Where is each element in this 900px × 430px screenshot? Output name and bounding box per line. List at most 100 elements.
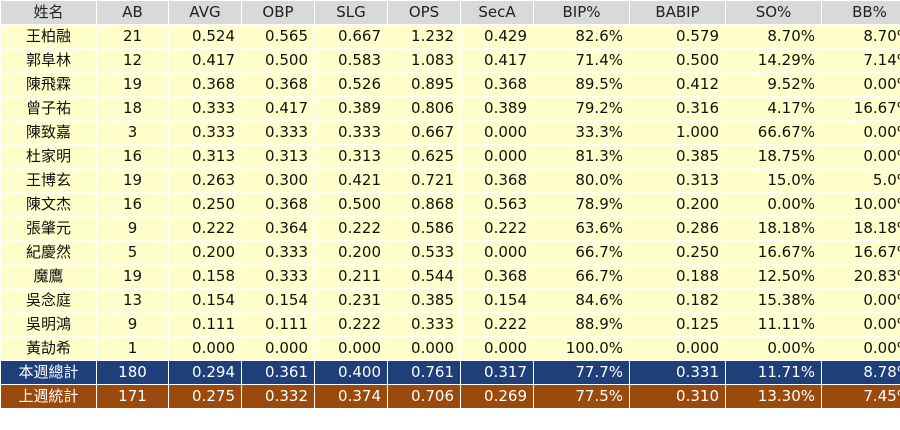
babip-cell: 0.200	[629, 192, 726, 217]
avg-cell: 0.333	[168, 96, 242, 121]
at-bats-cell: 9	[96, 312, 169, 337]
bip-pct-cell: 82.6%	[533, 24, 630, 49]
bb-pct-cell: 0.00%	[821, 72, 900, 97]
ops-cell: 0.333	[387, 312, 461, 337]
player-row: 陳文杰 16 0.250 0.368 0.500 0.868 0.563 78.9% 0.200…	[0, 192, 900, 217]
ops-cell: 0.667	[387, 120, 461, 145]
slg-cell: 0.231	[314, 288, 388, 313]
so-pct-cell: 66.67%	[725, 120, 822, 145]
ops-cell: 0.000	[387, 336, 461, 361]
at-bats-cell: 12	[96, 48, 169, 73]
player-row: 張肇元 9 0.222 0.364 0.222 0.586 0.222 63.6% 0.286 1…	[0, 216, 900, 241]
avg-cell: 0.333	[168, 120, 242, 145]
so-pct-cell: 13.30%	[725, 384, 822, 409]
header-ab: AB	[96, 0, 169, 25]
bip-pct-cell: 78.9%	[533, 192, 630, 217]
ops-cell: 0.706	[387, 384, 461, 409]
slg-cell: 0.374	[314, 384, 388, 409]
so-pct-cell: 18.18%	[725, 216, 822, 241]
player-row: 黃劼希 1 0.000 0.000 0.000 0.000 0.000 100.0% 0.000…	[0, 336, 900, 361]
bip-pct-cell: 88.9%	[533, 312, 630, 337]
babip-cell: 0.125	[629, 312, 726, 337]
babip-cell: 1.000	[629, 120, 726, 145]
at-bats-cell: 5	[96, 240, 169, 265]
seca-cell: 0.429	[460, 24, 534, 49]
obp-cell: 0.333	[241, 120, 315, 145]
player-row: 魔鷹 19 0.158 0.333 0.211 0.544 0.368 66.7% 0.188 1…	[0, 264, 900, 289]
avg-cell: 0.222	[168, 216, 242, 241]
slg-cell: 0.667	[314, 24, 388, 49]
total-label: 本週總計	[0, 360, 97, 385]
player-row: 郭阜林 12 0.417 0.500 0.583 1.083 0.417 71.4% 0.500…	[0, 48, 900, 73]
ops-cell: 0.586	[387, 216, 461, 241]
so-pct-cell: 12.50%	[725, 264, 822, 289]
slg-cell: 0.526	[314, 72, 388, 97]
ops-cell: 1.232	[387, 24, 461, 49]
header-avg: AVG	[168, 0, 242, 25]
so-pct-cell: 4.17%	[725, 96, 822, 121]
obp-cell: 0.364	[241, 216, 315, 241]
table-body: 王柏融 21 0.524 0.565 0.667 1.232 0.429 82.6% 0.579…	[0, 24, 900, 409]
player-name-cell: 曾子祐	[0, 96, 97, 121]
at-bats-cell: 13	[96, 288, 169, 313]
seca-cell: 0.563	[460, 192, 534, 217]
ops-cell: 0.721	[387, 168, 461, 193]
avg-cell: 0.313	[168, 144, 242, 169]
ops-cell: 0.544	[387, 264, 461, 289]
avg-cell: 0.417	[168, 48, 242, 73]
obp-cell: 0.333	[241, 264, 315, 289]
bb-pct-cell: 0.00%	[821, 120, 900, 145]
header-seca: SecA	[460, 0, 534, 25]
player-name-cell: 吳念庭	[0, 288, 97, 313]
seca-cell: 0.389	[460, 96, 534, 121]
avg-cell: 0.524	[168, 24, 242, 49]
babip-cell: 0.188	[629, 264, 726, 289]
player-row: 王柏融 21 0.524 0.565 0.667 1.232 0.429 82.6% 0.579…	[0, 24, 900, 49]
bip-pct-cell: 84.6%	[533, 288, 630, 313]
babip-cell: 0.310	[629, 384, 726, 409]
seca-cell: 0.368	[460, 72, 534, 97]
avg-cell: 0.294	[168, 360, 242, 385]
obp-cell: 0.313	[241, 144, 315, 169]
bip-pct-cell: 71.4%	[533, 48, 630, 73]
header-slg: SLG	[314, 0, 388, 25]
at-bats-cell: 19	[96, 264, 169, 289]
obp-cell: 0.500	[241, 48, 315, 73]
slg-cell: 0.500	[314, 192, 388, 217]
seca-cell: 0.368	[460, 168, 534, 193]
bb-pct-cell: 16.67%	[821, 96, 900, 121]
babip-cell: 0.331	[629, 360, 726, 385]
babip-cell: 0.412	[629, 72, 726, 97]
so-pct-cell: 11.11%	[725, 312, 822, 337]
babip-cell: 0.182	[629, 288, 726, 313]
seca-cell: 0.000	[460, 336, 534, 361]
header-bb-pct: BB%	[821, 0, 900, 25]
obp-cell: 0.361	[241, 360, 315, 385]
avg-cell: 0.275	[168, 384, 242, 409]
so-pct-cell: 18.75%	[725, 144, 822, 169]
slg-cell: 0.400	[314, 360, 388, 385]
bip-pct-cell: 81.3%	[533, 144, 630, 169]
ops-cell: 0.761	[387, 360, 461, 385]
at-bats-cell: 171	[96, 384, 169, 409]
obp-cell: 0.300	[241, 168, 315, 193]
at-bats-cell: 3	[96, 120, 169, 145]
bip-pct-cell: 33.3%	[533, 120, 630, 145]
so-pct-cell: 0.00%	[725, 192, 822, 217]
player-name-cell: 黃劼希	[0, 336, 97, 361]
player-row: 王博玄 19 0.263 0.300 0.421 0.721 0.368 80.0% 0.313…	[0, 168, 900, 193]
at-bats-cell: 1	[96, 336, 169, 361]
avg-cell: 0.111	[168, 312, 242, 337]
bip-pct-cell: 66.7%	[533, 240, 630, 265]
obp-cell: 0.000	[241, 336, 315, 361]
slg-cell: 0.200	[314, 240, 388, 265]
babip-cell: 0.000	[629, 336, 726, 361]
avg-cell: 0.000	[168, 336, 242, 361]
slg-cell: 0.000	[314, 336, 388, 361]
last-week-total-row: 上週統計 171 0.275 0.332 0.374 0.706 0.269 77.5% 0.3…	[0, 384, 900, 409]
at-bats-cell: 19	[96, 72, 169, 97]
seca-cell: 0.368	[460, 264, 534, 289]
avg-cell: 0.368	[168, 72, 242, 97]
seca-cell: 0.154	[460, 288, 534, 313]
babip-cell: 0.250	[629, 240, 726, 265]
